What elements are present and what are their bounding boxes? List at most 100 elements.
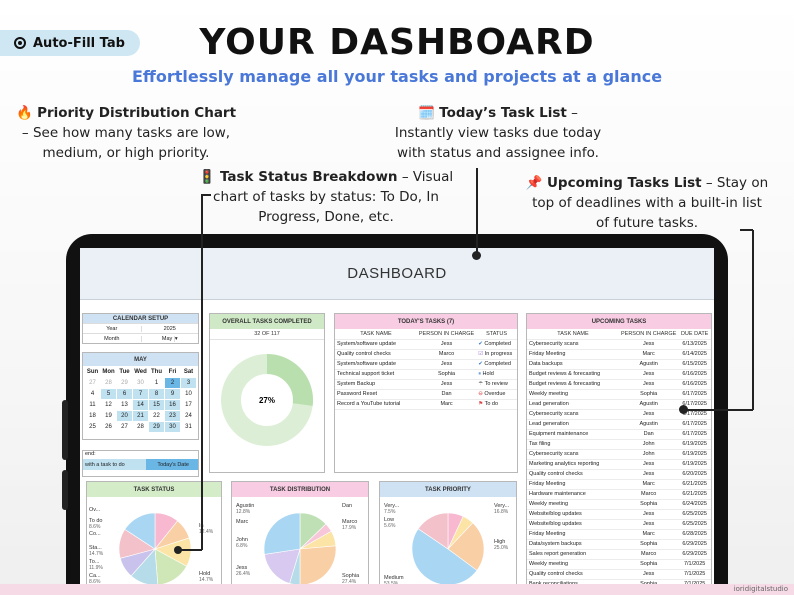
table-row[interactable]: Record a YouTube tutorial Marc ⚑ To do — [335, 399, 517, 410]
table-row[interactable]: Lead generation Agustin 6/17/2025 — [527, 399, 711, 410]
calendar-day[interactable]: 2 — [165, 378, 180, 388]
calendar-day[interactable]: 26 — [105, 424, 112, 430]
table-row[interactable]: Weekly meeting Sophia 6/17/2025 — [527, 389, 711, 400]
table-row[interactable]: Quality control checks Marco ☑ In progress — [335, 349, 517, 360]
calendar-day[interactable]: 11 — [89, 402, 96, 408]
calendar-day[interactable]: 28 — [105, 380, 112, 386]
col-due-date: DUE DATE — [678, 329, 711, 340]
table-row[interactable]: Equipment maintenance Dan 6/17/2025 — [527, 429, 711, 440]
calendar-day[interactable]: 19 — [105, 413, 112, 419]
table-row[interactable]: Cybersecurity scans Jess 6/13/2025 — [527, 339, 711, 350]
table-row[interactable]: Weekly meeting Sophia 6/24/2025 — [527, 499, 711, 510]
calendar-day[interactable]: 4 — [90, 391, 95, 397]
table-row[interactable]: Technical support ticket Sophia ⏸ Hold — [335, 369, 517, 380]
person: Marc — [619, 349, 679, 360]
person: Agustin — [619, 399, 679, 410]
col-person: PERSON IN CHARGE — [416, 329, 477, 340]
table-row[interactable]: Friday Meeting Marc 6/28/2025 — [527, 529, 711, 540]
fire-icon: 🔥 — [15, 105, 33, 121]
calendar-day[interactable]: 28 — [137, 424, 144, 430]
calendar-day[interactable]: 27 — [121, 424, 128, 430]
calendar-day[interactable]: 30 — [165, 422, 180, 432]
table-row[interactable]: Password Reset Dan ⊖ Overdue — [335, 389, 517, 400]
pie-label: Low — [384, 517, 394, 523]
table-row[interactable]: Hardware maintenance Marco 6/21/2025 — [527, 489, 711, 500]
table-row[interactable]: Friday Meeting Marc 6/14/2025 — [527, 349, 711, 360]
calendar-day[interactable]: 16 — [165, 400, 180, 410]
auto-fill-tab-badge[interactable]: Auto-Fill Tab — [0, 30, 140, 56]
person: Jess — [416, 379, 477, 390]
calendar-day[interactable]: 14 — [133, 400, 148, 410]
calendar-day[interactable]: 5 — [101, 389, 116, 399]
person: Jess — [619, 409, 679, 420]
table-row[interactable]: Budget reviews & forecasting Jess 6/16/202… — [527, 369, 711, 380]
calendar-day[interactable]: 10 — [185, 391, 192, 397]
table-row[interactable]: Website/blog updates Jess 6/25/2025 — [527, 509, 711, 520]
overall-count: 32 OF 117 — [210, 329, 324, 340]
table-row[interactable]: Data/system backups Sophia 6/29/2025 — [527, 539, 711, 550]
status: ✔ Completed — [476, 359, 517, 370]
month-select[interactable]: May ▾ — [140, 335, 199, 342]
calendar-day[interactable]: 17 — [185, 402, 192, 408]
calendar-day[interactable]: 13 — [121, 402, 128, 408]
overall-title: OVERALL TASKS COMPLETED — [210, 314, 324, 329]
callout-status-body0: – Visual — [397, 169, 454, 185]
status-icon: ✔ — [478, 341, 483, 347]
task-name: Equipment maintenance — [527, 429, 619, 440]
table-row[interactable]: Cybersecurity scans John 6/19/2025 — [527, 449, 711, 460]
year-select[interactable]: 2025 — [140, 325, 199, 332]
table-row[interactable]: Friday Meeting Marc 6/21/2025 — [527, 479, 711, 490]
table-row[interactable]: System/software update Jess ✔ Completed — [335, 359, 517, 370]
calendar-day[interactable]: 15 — [149, 400, 164, 410]
calendar: MAY Sun Mon Tue Wed Thu Fri Sat 27 28 29 30 1 2 3 4 5 6 7… — [82, 352, 199, 440]
calendar-day[interactable]: 12 — [105, 402, 112, 408]
calendar-day[interactable]: 9 — [165, 389, 180, 399]
calendar-day[interactable]: 6 — [117, 389, 132, 399]
calendar-day[interactable]: 21 — [133, 411, 148, 421]
table-row[interactable]: Marketing analytics reporting Jess 6/19/20… — [527, 459, 711, 470]
calendar-day[interactable]: 29 — [149, 422, 164, 432]
table-row[interactable]: Cybersecurity scans Jess 6/17/2025 — [527, 409, 711, 420]
table-row[interactable]: Lead generation Agustin 6/17/2025 — [527, 419, 711, 430]
tablet-side-button — [62, 400, 68, 460]
table-row[interactable]: Sales report generation Marco 6/29/2025 — [527, 549, 711, 560]
calendar-day[interactable]: 31 — [185, 424, 192, 430]
table-row[interactable]: Quality control checks Jess 6/20/2025 — [527, 469, 711, 480]
task-name: Tax filing — [527, 439, 619, 450]
person: Marco — [619, 549, 679, 560]
person: Marco — [416, 349, 477, 360]
calendar-day[interactable]: 20 — [117, 411, 132, 421]
table-row[interactable]: Quality control checks Jess 7/1/2025 — [527, 569, 711, 580]
person: Jess — [619, 339, 679, 350]
calendar-day[interactable]: 24 — [185, 413, 192, 419]
calendar-day[interactable]: 29 — [121, 380, 128, 386]
pie-value-label: 6.8% — [236, 543, 248, 549]
calendar-day[interactable]: 18 — [89, 413, 96, 419]
table-row[interactable]: System Backup Jess ☂ To review — [335, 379, 517, 390]
person: Jess — [619, 469, 679, 480]
table-row[interactable]: Website/blog updates Jess 6/25/2025 — [527, 519, 711, 530]
table-row[interactable]: System/software update Jess ✔ Completed — [335, 339, 517, 350]
pie-value-label: 11.9% — [89, 565, 103, 571]
table-row[interactable]: Weekly meeting Sophia 7/1/2025 — [527, 559, 711, 570]
calendar-day[interactable]: 7 — [133, 389, 148, 399]
calendar-day[interactable]: 27 — [89, 380, 96, 386]
calendar-day[interactable]: 22 — [153, 413, 160, 419]
person: Sophia — [416, 369, 477, 380]
callout-today-body2: with status and assignee info. — [397, 145, 599, 161]
calendar-day[interactable]: 23 — [165, 411, 180, 421]
col-status: STATUS — [476, 329, 517, 340]
calendar-day[interactable]: 30 — [137, 380, 144, 386]
table-row[interactable]: Budget reviews & forecasting Jess 6/16/202… — [527, 379, 711, 390]
calendar-day[interactable]: 3 — [181, 378, 196, 388]
pie-label: Very... — [494, 503, 510, 509]
calendar-day[interactable]: 8 — [149, 389, 164, 399]
due-date: 6/19/2025 — [678, 449, 711, 460]
task-name: Technical support ticket — [335, 369, 417, 380]
table-row[interactable]: Data backups Agustin 6/15/2025 — [527, 359, 711, 370]
due-date: 6/16/2025 — [678, 369, 711, 380]
calendar-day[interactable]: 1 — [154, 380, 159, 386]
calendar-grid: Sun Mon Tue Wed Thu Fri Sat 27 28 29 30 1 2 3 4 5 6 7 8 9 10… — [83, 366, 198, 433]
table-row[interactable]: Tax filing John 6/19/2025 — [527, 439, 711, 450]
calendar-day[interactable]: 25 — [89, 424, 96, 430]
